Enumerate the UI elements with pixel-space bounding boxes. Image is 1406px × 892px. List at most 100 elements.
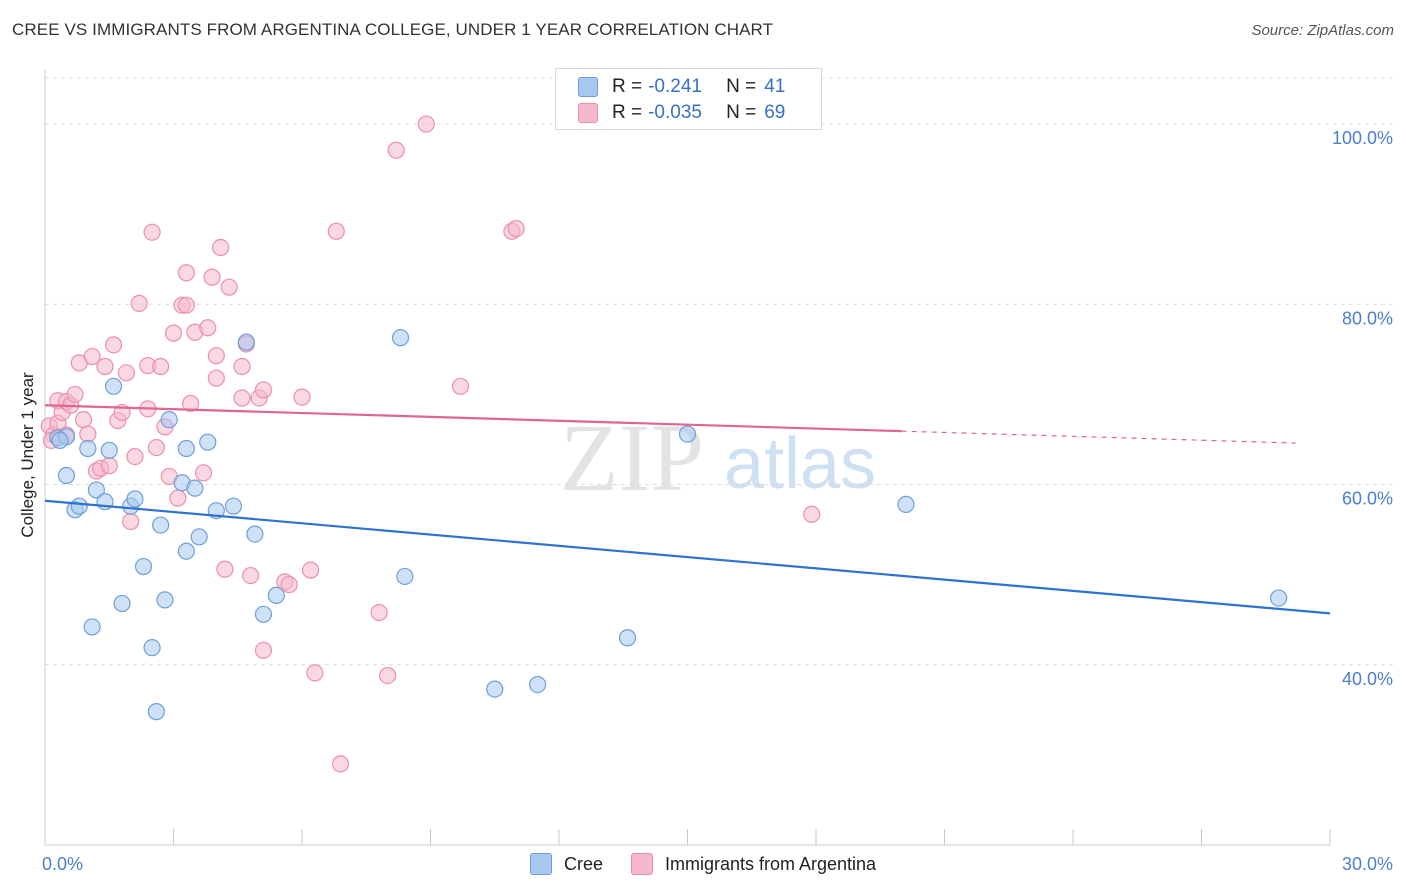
argentina-point	[130, 294, 148, 313]
cree-point	[177, 542, 195, 560]
cree-point	[51, 431, 69, 449]
cree-point	[237, 333, 255, 351]
argentina-point	[331, 755, 350, 773]
legend-n-value: 41	[764, 76, 786, 97]
cree-point	[177, 439, 195, 458]
argentina-point	[803, 505, 821, 523]
source-credit: Source: ZipAtlas.com	[1251, 22, 1394, 39]
cree-point	[152, 516, 170, 534]
y-tick-label: 60.0%	[1342, 489, 1393, 509]
argentina-point	[83, 347, 101, 366]
x-tick-label: 0.0%	[42, 854, 83, 874]
argentina-point	[242, 566, 260, 585]
legend-item-argentina: Immigrants from Argentina	[630, 853, 877, 875]
argentina-point	[254, 381, 273, 399]
cree-point	[528, 675, 547, 694]
argentina-point	[147, 438, 165, 457]
cree-point	[83, 618, 101, 636]
argentina-point	[417, 115, 435, 133]
legend-r-label: R =	[612, 76, 643, 97]
y-tick-label: 40.0%	[1342, 669, 1393, 689]
cree-point	[79, 439, 97, 458]
cree-point	[486, 680, 504, 698]
watermark-zip: ZIP	[560, 404, 704, 511]
cree-point	[87, 481, 106, 499]
cree-point	[267, 586, 285, 604]
series-legend: Cree Immigrants from Argentina	[0, 851, 1406, 877]
argentina-point	[507, 220, 525, 238]
argentina-point	[143, 223, 161, 241]
argentina-point	[100, 457, 118, 475]
argentina-point	[327, 222, 345, 240]
legend-swatch-cree	[578, 77, 598, 97]
argentina-point	[126, 447, 144, 466]
x-tick-label: 30.0%	[1342, 854, 1393, 874]
argentina-point	[169, 489, 187, 507]
cree-point	[391, 329, 410, 347]
watermark-atlas: atlas	[724, 424, 876, 504]
tick-labels: 40.0% 60.0% 80.0% 100.0% 0.0% 30.0%	[42, 128, 1393, 874]
argentina-point	[66, 385, 84, 404]
cree-point	[1269, 589, 1288, 607]
cree-point	[147, 703, 165, 721]
argentina-point	[122, 512, 140, 531]
y-tick-label: 80.0%	[1342, 308, 1393, 328]
cree-point	[678, 425, 697, 443]
argentina-point	[254, 641, 273, 659]
argentina-point	[96, 357, 114, 376]
argentina-point	[212, 238, 230, 257]
argentina-point	[387, 141, 405, 159]
argentina-trend-line	[44, 404, 902, 433]
argentina-point	[199, 319, 217, 337]
argentina-point	[379, 666, 397, 685]
cree-point	[190, 528, 208, 546]
legend-r-value: -0.035	[648, 102, 702, 123]
argentina-point	[280, 575, 298, 594]
legend-swatch-argentina	[630, 853, 653, 875]
argentina-point	[203, 268, 221, 286]
legend-label-argentina: Immigrants from Argentina	[664, 853, 877, 874]
cree-point	[126, 490, 144, 508]
argentina-point	[152, 357, 170, 376]
axes	[44, 70, 1331, 846]
cree-point	[57, 466, 76, 485]
cree-point	[224, 497, 243, 515]
cree-point	[160, 411, 178, 429]
argentina-point	[177, 296, 195, 314]
legend-row-argentina: R = -0.035 N = 69	[578, 101, 785, 125]
argentina-point	[182, 394, 200, 413]
argentina-point	[177, 264, 195, 282]
argentina-point	[370, 603, 388, 622]
argentina-point	[233, 389, 251, 407]
cree-point	[618, 629, 637, 647]
cree-point	[113, 594, 131, 613]
argentina-point	[306, 664, 324, 682]
legend-r-label: R =	[612, 102, 643, 123]
argentina-point	[216, 560, 234, 578]
data-points	[40, 115, 1288, 773]
cree-point	[156, 591, 174, 609]
cree-point	[246, 525, 264, 543]
cree-point	[897, 495, 915, 513]
argentina-point	[104, 336, 123, 354]
argentina-point	[301, 561, 320, 579]
argentina-point	[451, 377, 470, 395]
argentina-point	[233, 357, 251, 376]
legend-label-cree: Cree	[563, 853, 603, 874]
legend-swatch-argentina	[578, 103, 598, 123]
argentina-point	[74, 411, 93, 429]
argentina-point	[164, 324, 183, 342]
argentina-point	[194, 464, 213, 482]
cree-point	[134, 557, 153, 576]
correlation-legend: R = -0.241 N = 41 R = -0.035 N = 69	[555, 68, 822, 130]
watermark: ZIP atlas	[560, 404, 876, 511]
cree-point	[100, 441, 118, 459]
legend-n-value: 69	[764, 102, 786, 123]
trend-lines	[44, 404, 1331, 615]
legend-n-label: N =	[726, 76, 757, 97]
argentina-point	[117, 364, 135, 382]
cree-point	[104, 377, 123, 395]
cree-point	[396, 567, 414, 586]
argentina-point	[79, 425, 97, 443]
